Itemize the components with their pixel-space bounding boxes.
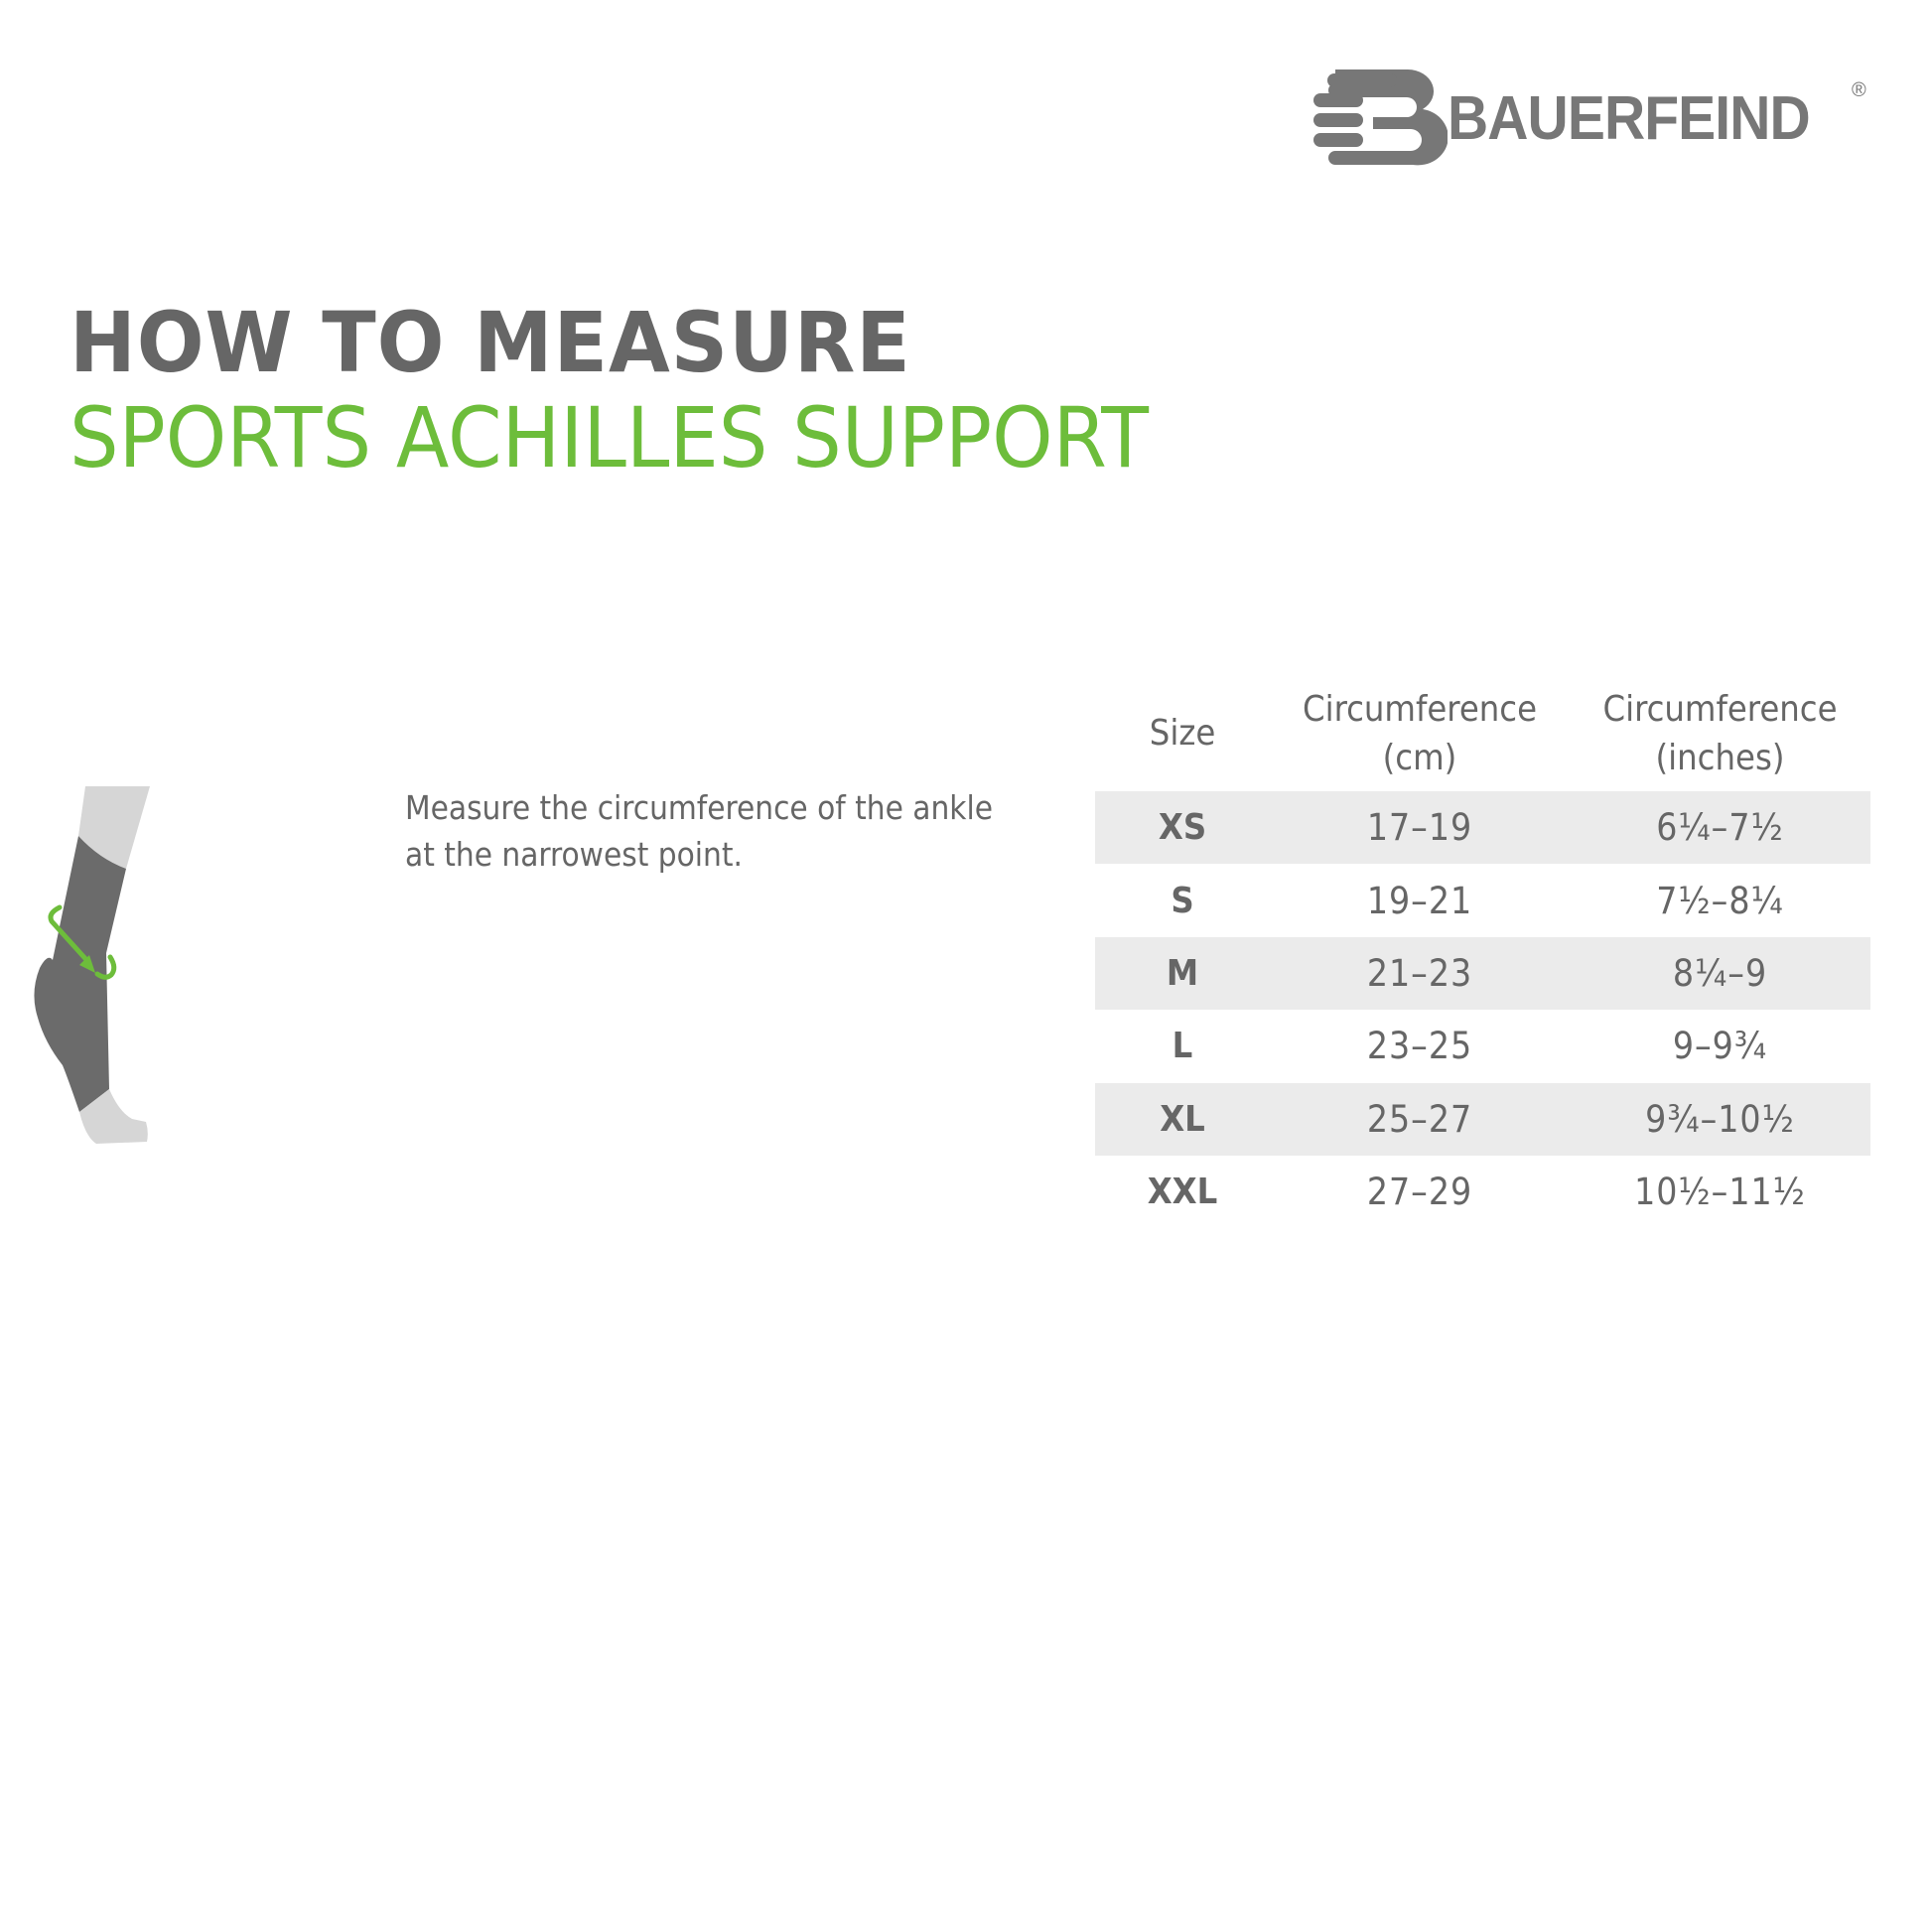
size-cell: XL [1160, 1098, 1205, 1140]
table-row: M 21–23 8¼–9 [1095, 936, 1870, 1011]
measurement-instruction: Measure the circumference of the ankle a… [405, 788, 994, 874]
measuring-arrow-icon [48, 904, 117, 980]
size-cell: M [1166, 952, 1199, 994]
header-inches-line1: Circumference [1602, 688, 1838, 730]
table-row: L 23–25 9–9¾ [1095, 1010, 1870, 1082]
cm-cell: 19–21 [1366, 879, 1473, 922]
cm-cell: 21–23 [1366, 951, 1473, 995]
inches-cell: 7½–8¼ [1656, 879, 1784, 922]
table-header: Size Circumference (cm) Circumference (i… [1095, 675, 1870, 791]
table-row: XL 25–27 9¾–10½ [1095, 1082, 1870, 1156]
logo-text: BAUERFEIND [1448, 84, 1811, 153]
header-cm: Circumference (cm) [1270, 685, 1570, 782]
arrow-head-icon [79, 955, 95, 973]
leg-skin-icon [78, 786, 150, 869]
header-inches-line2: (inches) [1655, 737, 1785, 778]
cm-cell: 25–27 [1366, 1097, 1473, 1141]
sock-icon [34, 836, 126, 1112]
header-cm-line2: (cm) [1382, 737, 1457, 778]
size-cell: S [1171, 880, 1194, 921]
table-row: S 19–21 7½–8¼ [1095, 864, 1870, 936]
inches-cell: 10½–11½ [1634, 1171, 1806, 1214]
cm-cell: 23–25 [1366, 1025, 1473, 1068]
size-cell: L [1172, 1026, 1193, 1067]
foot-skin-icon [79, 1089, 148, 1144]
inches-cell: 6¼–7½ [1656, 806, 1784, 850]
inches-cell: 9¾–10½ [1645, 1097, 1795, 1141]
size-table: Size Circumference (cm) Circumference (i… [1095, 675, 1870, 1228]
size-cell: XS [1158, 807, 1207, 849]
bauerfeind-logo-mark-icon [1313, 69, 1449, 166]
size-cell: XXL [1147, 1172, 1218, 1213]
registered-mark: ® [1852, 79, 1866, 101]
cm-cell: 17–19 [1366, 806, 1473, 850]
ankle-measure-illustration [34, 786, 150, 1144]
header-inches: Circumference (inches) [1570, 685, 1870, 782]
inches-cell: 9–9¾ [1672, 1025, 1768, 1068]
header-size: Size [1149, 713, 1216, 754]
product-subtitle: SPORTS ACHILLES SUPPORT [69, 389, 1149, 486]
page-title: HOW TO MEASURE [69, 294, 911, 391]
header-cm-line1: Circumference [1302, 688, 1538, 730]
inches-cell: 8¼–9 [1672, 951, 1768, 995]
table-row: XS 17–19 6¼–7½ [1095, 791, 1870, 865]
bauerfeind-logo: BAUERFEIND ® [1313, 66, 1879, 171]
table-row: XXL 27–29 10½–11½ [1095, 1156, 1870, 1228]
cm-cell: 27–29 [1366, 1171, 1473, 1214]
